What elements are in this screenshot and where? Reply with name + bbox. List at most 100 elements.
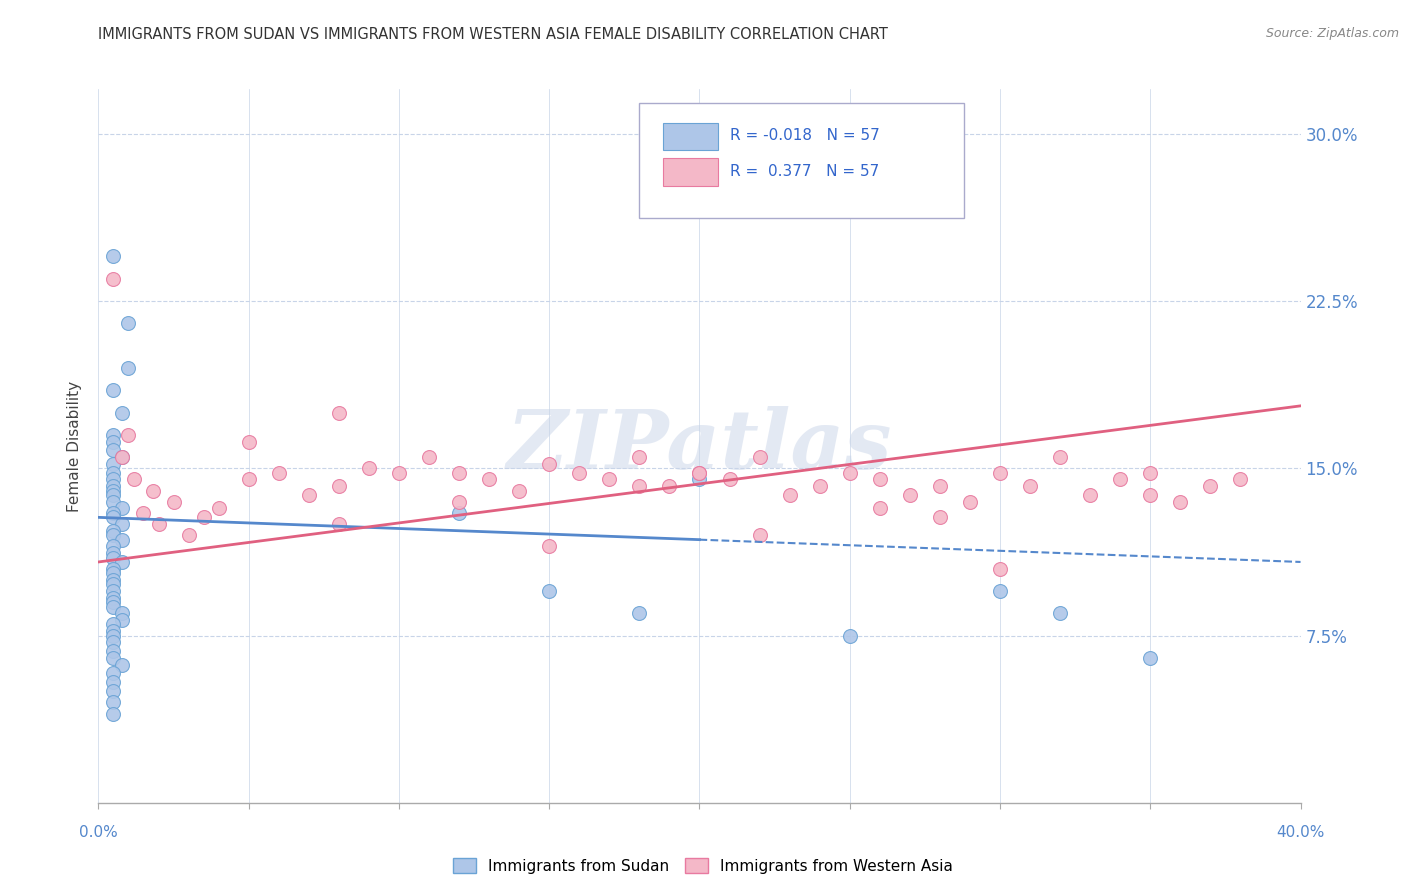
Point (538, 457, 561, 471)
Point (1078, 488, 1101, 502)
Point (748, 450, 770, 465)
Point (111, 657, 134, 672)
Point (838, 628, 860, 642)
Text: Source: ZipAtlas.com: Source: ZipAtlas.com (1265, 27, 1399, 40)
Point (103, 706, 125, 721)
Point (447, 466, 470, 480)
Point (103, 466, 125, 480)
Point (103, 617, 125, 632)
Point (103, 566, 125, 581)
Point (103, 506, 125, 520)
Point (1139, 488, 1161, 502)
Point (103, 635, 125, 649)
Point (447, 494, 470, 508)
Point (103, 591, 125, 605)
Point (418, 450, 440, 465)
Point (689, 466, 711, 480)
Y-axis label: Female Disability: Female Disability (67, 380, 83, 512)
Point (103, 696, 125, 710)
Point (111, 607, 134, 621)
Point (103, 479, 125, 493)
Point (1049, 450, 1071, 465)
Point (238, 473, 260, 487)
Point (508, 483, 530, 498)
Point (111, 517, 134, 532)
Point (748, 528, 770, 542)
Point (111, 450, 134, 465)
Point (103, 488, 125, 502)
Point (898, 488, 921, 502)
Text: R =  0.377   N = 57: R = 0.377 N = 57 (730, 164, 879, 178)
Point (628, 450, 651, 465)
Point (148, 517, 170, 532)
Point (779, 488, 801, 502)
Point (103, 443, 125, 458)
Point (238, 434, 260, 449)
Point (132, 506, 155, 520)
Point (869, 473, 891, 487)
Point (929, 479, 952, 493)
Point (103, 494, 125, 508)
Point (1199, 479, 1222, 493)
Point (478, 473, 501, 487)
Point (718, 473, 741, 487)
Point (111, 501, 134, 516)
Point (103, 457, 125, 471)
Point (808, 479, 831, 493)
Point (959, 494, 981, 508)
Point (103, 628, 125, 642)
Point (1109, 473, 1132, 487)
Point (328, 479, 350, 493)
Point (103, 577, 125, 591)
Point (103, 271, 125, 285)
Point (103, 539, 125, 553)
Point (103, 573, 125, 587)
Point (162, 494, 184, 508)
Point (103, 675, 125, 690)
Point (298, 488, 321, 502)
Point (103, 524, 125, 538)
Point (1139, 651, 1161, 665)
Point (598, 473, 620, 487)
Point (1139, 466, 1161, 480)
Point (689, 466, 711, 480)
Point (111, 555, 134, 569)
Point (328, 405, 350, 420)
Point (103, 684, 125, 698)
Point (689, 473, 711, 487)
Point (117, 317, 139, 331)
Point (1049, 607, 1071, 621)
Point (628, 607, 651, 621)
Point (929, 510, 952, 524)
Point (111, 405, 134, 420)
Point (103, 473, 125, 487)
Point (568, 466, 591, 480)
Point (658, 479, 681, 493)
Point (103, 249, 125, 264)
Point (103, 666, 125, 681)
Point (124, 473, 146, 487)
Bar (664, 159, 717, 186)
Point (447, 506, 470, 520)
Point (838, 466, 860, 480)
Point (111, 613, 134, 627)
Point (388, 466, 411, 480)
Point (177, 528, 200, 542)
Point (103, 583, 125, 598)
Point (117, 360, 139, 375)
Point (103, 644, 125, 658)
Point (103, 550, 125, 565)
Point (538, 583, 561, 598)
Point (628, 479, 651, 493)
Point (869, 501, 891, 516)
Point (103, 528, 125, 542)
Text: ZIPatlas: ZIPatlas (506, 406, 893, 486)
Point (103, 624, 125, 639)
Point (103, 434, 125, 449)
Text: 0.0%: 0.0% (79, 825, 118, 840)
Point (267, 466, 290, 480)
Point (988, 466, 1011, 480)
Point (1019, 479, 1042, 493)
Point (103, 595, 125, 609)
Point (988, 562, 1011, 576)
